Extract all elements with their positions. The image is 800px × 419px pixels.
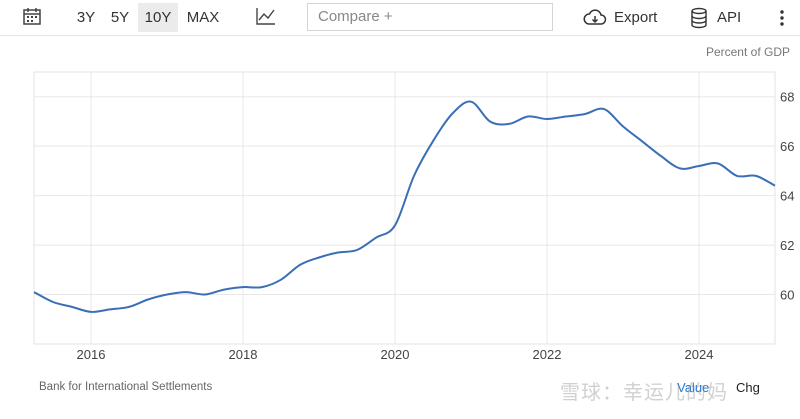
tab-chg[interactable]: Chg xyxy=(736,380,760,395)
y-tick-label: 60 xyxy=(780,288,794,303)
export-button[interactable]: Export xyxy=(614,9,658,26)
cloud-download-icon[interactable] xyxy=(583,8,607,33)
line-chart-icon[interactable] xyxy=(255,6,277,31)
tab-value[interactable]: Value xyxy=(677,380,710,395)
range-5y-button[interactable]: 5Y xyxy=(110,9,130,26)
unit-label: Percent of GDP xyxy=(705,45,790,59)
calendar-icon[interactable] xyxy=(22,6,42,31)
x-tick-label: 2018 xyxy=(229,347,258,362)
y-tick-label: 66 xyxy=(780,139,794,154)
database-icon[interactable] xyxy=(690,7,708,34)
api-button[interactable]: API xyxy=(717,9,742,26)
series-line xyxy=(33,100,776,313)
x-tick-label: 2022 xyxy=(533,347,562,362)
plot-frame xyxy=(33,71,776,345)
range-3y-button[interactable]: 3Y xyxy=(76,9,96,26)
y-tick-label: 68 xyxy=(780,90,794,105)
y-tick-label: 64 xyxy=(780,189,794,204)
range-10y-button[interactable]: 10Y xyxy=(138,3,178,32)
range-max-button[interactable]: MAX xyxy=(186,9,220,26)
y-tick-label: 62 xyxy=(780,238,794,253)
source-label: Bank for International Settlements xyxy=(39,381,213,393)
watermark-text: 雪球：幸运儿的妈 xyxy=(560,382,728,404)
compare-input[interactable]: Compare + xyxy=(307,3,553,31)
x-tick-label: 2020 xyxy=(381,347,410,362)
more-vertical-icon[interactable] xyxy=(778,9,786,32)
chart-toolbar: 3Y 5Y 10Y MAX Compare + Export API xyxy=(0,0,800,36)
x-tick-label: 2016 xyxy=(77,347,106,362)
x-tick-label: 2024 xyxy=(685,347,714,362)
